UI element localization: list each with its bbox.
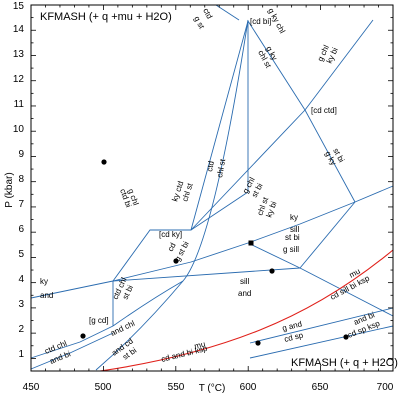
reaction-label: ky (290, 213, 298, 222)
cd-sill-diagonal (112, 267, 301, 282)
and-cd-st-bi-curve (95, 19, 249, 371)
x-tick-label: 650 (312, 382, 329, 393)
reaction-label: ctd (205, 160, 216, 172)
plot-frame (30, 4, 394, 372)
y-tick-label: 10 (13, 124, 25, 135)
invariant-label: [g cd] (89, 316, 109, 325)
invariant-label: [cd bi] (250, 17, 271, 26)
ky-and-line (30, 242, 249, 299)
sample-square (248, 240, 254, 246)
cd-g-st-bi-line (112, 280, 184, 327)
reaction-label: st bi (285, 233, 300, 242)
y-tick-label: 3 (18, 299, 24, 310)
reaction-label: mu (193, 340, 206, 351)
reaction-labels: ky and ky sill sill and ctd chl st bi an… (40, 7, 382, 366)
x-tick-label: 550 (168, 382, 185, 393)
g-ky-chl-st-line (247, 20, 306, 111)
reaction-label: and (40, 291, 53, 300)
y-tick-label: 8 (18, 174, 24, 185)
sample-point (173, 258, 179, 264)
axis-ticks (30, 4, 394, 371)
sill-and-line (247, 242, 394, 317)
x-axis-title: T (°C) (199, 383, 226, 394)
y-tick-label: 14 (13, 24, 25, 35)
invariant-label: [cd ky] (159, 230, 182, 239)
lower-right-line-b (249, 325, 394, 359)
y-tick-labels: 1 2 3 4 5 6 7 8 9 10 11 12 13 14 15 (13, 1, 25, 360)
sill-lower-curve (299, 201, 356, 269)
x-tick-label: 600 (240, 382, 257, 393)
y-tick-label: 7 (18, 199, 24, 210)
reaction-label: sill (240, 277, 250, 286)
lower-right-line-a (249, 307, 394, 344)
y-tick-label: 2 (18, 324, 24, 335)
reaction-label: g st (192, 15, 206, 31)
reaction-label: cd sp (283, 330, 304, 343)
reaction-label: cd (166, 241, 178, 253)
reaction-label: chl st (215, 158, 227, 179)
y-tick-label: 4 (18, 274, 24, 285)
x-tick-label: 700 (377, 382, 394, 393)
muscovite-breakdown-curve (99, 249, 394, 372)
y-tick-label: 6 (18, 224, 24, 235)
reaction-label: cd and bi ksp (160, 344, 208, 364)
x-tick-label: 450 (23, 382, 40, 393)
reaction-label: g sill (283, 245, 299, 254)
y-tick-label: 13 (13, 49, 25, 60)
x-tick-labels: 450 500 550 600 650 700 (23, 382, 394, 393)
x-tick-label: 500 (95, 382, 112, 393)
ky-sill-line (247, 185, 394, 244)
g-chl-ky-bi-line (190, 19, 374, 231)
sample-point (269, 268, 275, 274)
g-chl-ctd-bi-line (190, 21, 249, 231)
y-tick-label: 1 (18, 349, 24, 360)
and-chl-lower-line (30, 332, 114, 370)
st-bi-g-sill-line (304, 109, 356, 203)
y-tick-label: 15 (13, 1, 25, 12)
sample-point (343, 334, 349, 340)
ctd-chl-st-bi-line (112, 20, 249, 326)
reaction-lines (30, 4, 394, 371)
reaction-label: ky (40, 277, 48, 286)
y-axis-title: P (kbar) (4, 172, 15, 207)
ctd-chl-and-bi-line (30, 325, 114, 359)
y-tick-label: 12 (13, 74, 25, 85)
y-tick-label: 5 (18, 249, 24, 260)
invariant-label: [cd ctd] (311, 106, 337, 115)
sample-point (80, 333, 86, 339)
sample-point (255, 340, 261, 346)
reaction-label: ctd (201, 7, 214, 21)
y-tick-label: 11 (14, 99, 25, 110)
diagram-title-top: KFMASH (+ q +mu + H2O) (40, 11, 172, 23)
top-short-line (215, 4, 240, 21)
reaction-label: and (238, 289, 251, 298)
sample-point (101, 159, 107, 165)
reaction-label: sill (290, 225, 300, 234)
y-tick-label: 9 (18, 149, 24, 160)
markers (80, 159, 349, 346)
diagram-title-bottom: KFMASH (+ q + H2O) (291, 357, 398, 369)
